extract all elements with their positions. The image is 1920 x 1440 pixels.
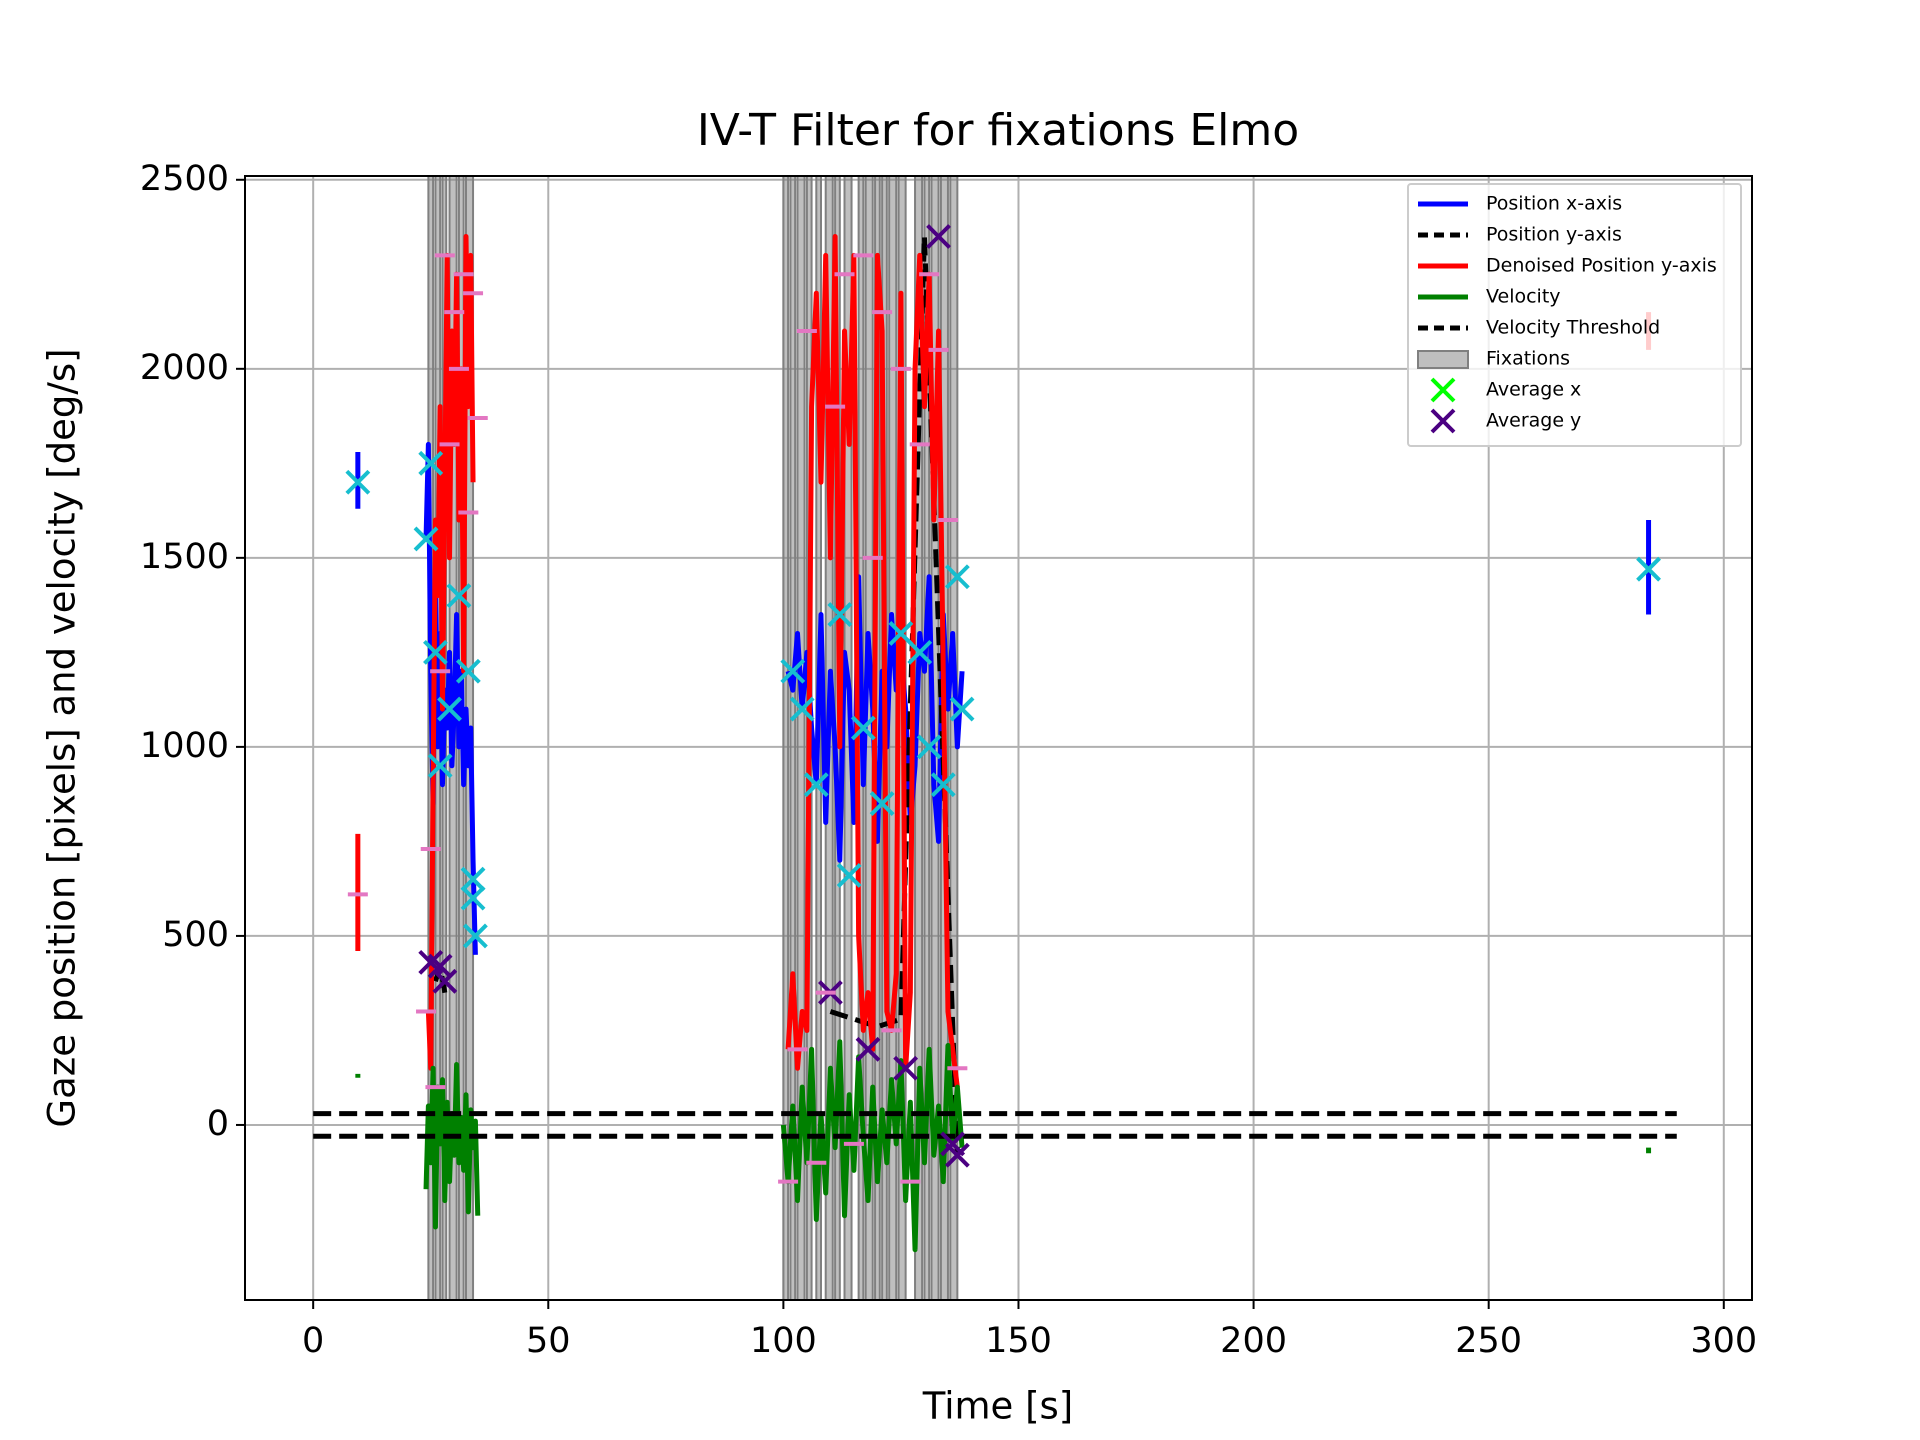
fixation-span	[796, 176, 806, 1300]
legend-label: Denoised Position y-axis	[1486, 255, 1717, 277]
legend-label: Velocity	[1486, 286, 1561, 308]
x-tick-label: 50	[526, 1321, 571, 1361]
plot-area	[313, 176, 1677, 1300]
marker	[930, 772, 956, 798]
x-tick-label: 100	[750, 1321, 817, 1361]
axes-frame	[244, 175, 1753, 1301]
legend-label: Velocity Threshold	[1486, 317, 1660, 339]
x-tick-label: 0	[302, 1321, 324, 1361]
marker	[836, 863, 862, 888]
marker	[803, 772, 829, 798]
marker	[850, 715, 876, 741]
marker	[455, 658, 481, 684]
legend-box	[1407, 183, 1742, 447]
y-tick-label: 2000	[140, 348, 229, 388]
marker	[418, 450, 444, 476]
marker	[827, 602, 853, 627]
marker	[345, 469, 371, 495]
legend: Position x-axis Position y-axis Denoised P…	[1407, 183, 1742, 447]
legend-marker	[1430, 377, 1456, 403]
marker	[926, 224, 951, 249]
x-tick-label: 150	[985, 1321, 1052, 1361]
marker	[446, 583, 472, 609]
marker	[413, 526, 439, 552]
marker	[944, 1142, 970, 1168]
marker	[462, 923, 488, 949]
x-tick-label: 200	[1220, 1321, 1287, 1361]
legend-label: Average x	[1486, 379, 1581, 401]
marker	[437, 696, 462, 722]
legend-label: Position y-axis	[1486, 224, 1622, 246]
x-tick-label: 300	[1690, 1321, 1757, 1361]
legend-label: Fixations	[1486, 348, 1570, 370]
y-tick-label: 2500	[140, 159, 229, 199]
fixation-span	[782, 176, 790, 1300]
marker	[888, 621, 914, 646]
marker	[855, 1036, 881, 1062]
legend-label: Position x-axis	[1486, 193, 1622, 215]
marker	[789, 696, 815, 722]
marker	[869, 791, 895, 817]
marker	[1636, 556, 1661, 582]
marker	[460, 866, 486, 892]
marker	[780, 658, 806, 684]
fixation-span	[923, 176, 931, 1300]
marker	[427, 753, 453, 779]
marker	[893, 1055, 919, 1081]
marker	[423, 639, 448, 665]
x-tick-label: 250	[1455, 1321, 1522, 1361]
y-tick-label: 1500	[140, 537, 229, 577]
y-tick-label: 0	[207, 1104, 229, 1144]
legend-swatch	[1417, 350, 1469, 369]
y-tick-label: 500	[162, 915, 229, 955]
chart-title: IV-T Filter for fixations Elmo	[697, 105, 1299, 156]
marker	[907, 639, 933, 665]
series-line	[313, 1111, 1677, 1139]
legend-label: Average y	[1486, 410, 1581, 432]
marker	[432, 968, 458, 994]
marker	[460, 885, 486, 911]
marker	[949, 696, 975, 722]
fixation-span	[789, 176, 797, 1300]
legend-marker	[1430, 408, 1456, 434]
marker	[944, 564, 970, 590]
marker	[427, 953, 453, 979]
y-tick-label: 1000	[140, 726, 229, 766]
x-axis-label: Time [s]	[922, 1385, 1073, 1428]
marker	[916, 734, 942, 760]
y-axis-label: Gaze position [pixels] and velocity [deg…	[41, 348, 84, 1127]
